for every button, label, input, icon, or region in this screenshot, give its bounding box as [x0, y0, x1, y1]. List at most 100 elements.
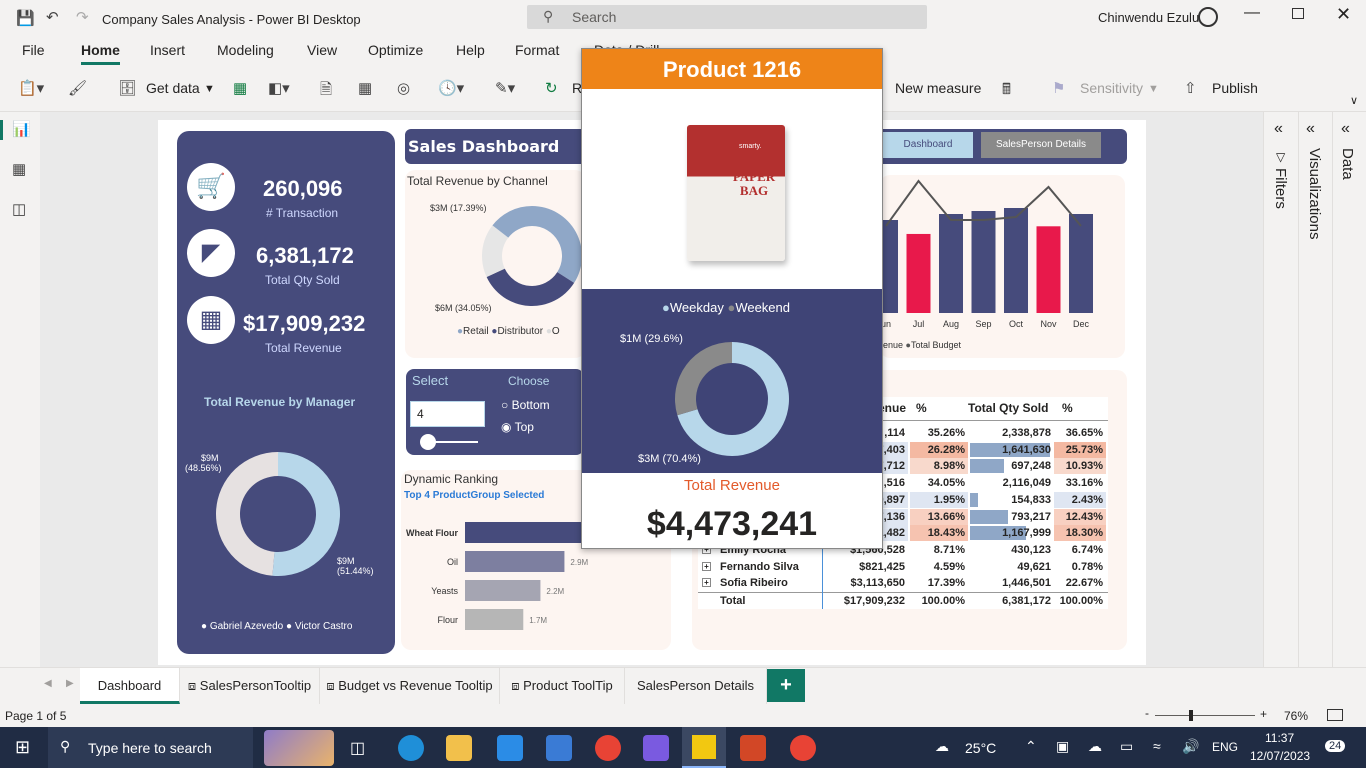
powerpoint-icon[interactable]: [740, 735, 766, 761]
slice-retail-2[interactable]: [492, 206, 532, 238]
weather-icon[interactable]: ☁: [935, 738, 949, 754]
quick-measure-icon[interactable]: 🖩: [1002, 81, 1012, 98]
chrome-icon[interactable]: [595, 735, 621, 761]
battery-icon[interactable]: ▭: [1120, 738, 1134, 754]
revenue-bar-jun[interactable]: [880, 220, 898, 313]
matrix-total-row[interactable]: Total $17,909,232 100.00% 6,381,172 100.00%: [698, 592, 1108, 608]
matrix-row[interactable]: ,516 34.05% 2,116,049 33.16%: [698, 475, 1108, 491]
add-page-button[interactable]: +: [767, 669, 805, 702]
powerbi-taskbar-button[interactable]: [682, 727, 726, 768]
matrix-row[interactable]: + Sofia Ribeiro $3,113,650 17.39% 1,446,501 2…: [698, 575, 1108, 591]
slice-weekday[interactable]: [677, 342, 789, 456]
matrix-row[interactable]: ,114 35.26% 2,338,878 36.65%: [698, 425, 1108, 441]
tab-view[interactable]: View: [307, 42, 338, 58]
revenue-bar-oct[interactable]: [1004, 208, 1028, 313]
slider-track[interactable]: [422, 441, 478, 443]
rank-bar[interactable]: [465, 609, 524, 630]
maximize-icon[interactable]: [1292, 8, 1304, 19]
viz-collapse-icon[interactable]: «: [1306, 120, 1315, 137]
chrome-profile-icon[interactable]: [790, 735, 816, 761]
copilot-icon[interactable]: [643, 735, 669, 761]
fit-to-page-icon[interactable]: [1327, 709, 1343, 721]
language-indicator[interactable]: ENG: [1212, 740, 1239, 754]
slice-victor-castro[interactable]: [272, 452, 341, 576]
database-icon[interactable]: 🗄: [118, 80, 138, 97]
store-icon[interactable]: [497, 735, 523, 761]
enter-data-icon[interactable]: ▦: [358, 80, 373, 97]
nav-salesperson-button[interactable]: SalesPerson Details: [981, 132, 1101, 158]
tab-home[interactable]: Home: [81, 42, 120, 65]
expand-icon[interactable]: +: [702, 561, 711, 571]
tab-scroll-right-icon[interactable]: ▶: [66, 678, 74, 689]
slice-distributor[interactable]: [486, 268, 575, 306]
revenue-bar-sep[interactable]: [971, 211, 996, 313]
model-view-icon[interactable]: ◫: [12, 201, 27, 218]
rank-bar[interactable]: [465, 580, 541, 601]
page-tab-budget-tooltip[interactable]: ⧈ Budget vs Revenue Tooltip: [320, 668, 500, 704]
zoom-slider-handle[interactable]: [1189, 710, 1193, 721]
publish-button[interactable]: Publish: [1212, 80, 1258, 96]
chevron-down-icon[interactable]: ▼: [204, 83, 215, 95]
get-data-button[interactable]: Get data: [146, 80, 200, 96]
revenue-bar-dec[interactable]: [1069, 214, 1093, 313]
refresh-icon[interactable]: ↻: [545, 80, 558, 97]
format-painter-icon[interactable]: 🖌: [68, 80, 88, 97]
windows-start-icon[interactable]: ⊞: [15, 737, 31, 757]
paste-icon[interactable]: 📋▾: [18, 80, 45, 97]
recent-sources-icon[interactable]: 🕓▾: [438, 80, 465, 97]
meet-icon[interactable]: ▣: [1056, 738, 1070, 754]
clock-date[interactable]: 12/07/2023: [1250, 749, 1311, 763]
sensitivity-icon[interactable]: ⚑: [1052, 80, 1066, 97]
onedrive-icon[interactable]: ☁: [1088, 738, 1102, 754]
sql-icon[interactable]: 🗎: [320, 81, 333, 98]
close-icon[interactable]: ✕: [1336, 4, 1352, 24]
expand-icon[interactable]: +: [702, 578, 711, 588]
excel-icon[interactable]: ▦: [233, 80, 248, 97]
slider-handle[interactable]: [420, 434, 436, 450]
topn-input[interactable]: 4: [410, 401, 485, 427]
clock-time[interactable]: 11:37: [1265, 731, 1295, 745]
data-pane-label[interactable]: Data: [1339, 148, 1356, 180]
save-icon[interactable]: 💾: [16, 10, 35, 27]
mail-icon[interactable]: [546, 735, 572, 761]
page-tab-dashboard[interactable]: Dashboard: [80, 668, 180, 704]
taskbar-search[interactable]: ⚲ Type here to search: [48, 727, 253, 768]
wifi-icon[interactable]: ≈: [1153, 738, 1161, 754]
revenue-bar-nov[interactable]: [1036, 226, 1061, 313]
data-hub-icon[interactable]: ◧▾: [268, 80, 290, 97]
page-tab-product-tooltip[interactable]: ⧈ Product ToolTip: [500, 668, 625, 704]
task-view-icon[interactable]: ◫: [350, 740, 366, 757]
sensitivity-button[interactable]: Sensitivity: [1080, 80, 1144, 96]
zoom-out-icon[interactable]: -: [1145, 706, 1149, 720]
slice-weekend[interactable]: [675, 342, 732, 416]
matrix-row[interactable]: + Fernando Silva $821,425 4.59% 49,621 0.78%: [698, 559, 1108, 575]
tab-optimize[interactable]: Optimize: [368, 42, 424, 58]
tab-scroll-left-icon[interactable]: ◀: [44, 678, 52, 689]
tray-chevron-icon[interactable]: ⌃: [1025, 738, 1037, 754]
slice-retail[interactable]: [532, 206, 582, 283]
redo-icon[interactable]: ↷: [76, 9, 89, 26]
tab-help[interactable]: Help: [456, 42, 485, 58]
new-measure-button[interactable]: New measure: [895, 80, 982, 96]
page-tab-salesperson-details[interactable]: SalesPerson Details: [625, 668, 767, 704]
undo-icon[interactable]: ↶: [46, 9, 59, 26]
notification-badge[interactable]: 24: [1325, 740, 1346, 752]
radio-bottom[interactable]: ○ Bottom: [501, 398, 550, 412]
dataverse-icon[interactable]: ◎: [397, 80, 411, 97]
filters-pane-label[interactable]: Filters: [1272, 168, 1289, 209]
collapse-ribbon-icon[interactable]: ∨: [1350, 95, 1359, 107]
transform-data-icon[interactable]: ✎▾: [495, 80, 516, 97]
volume-icon[interactable]: 🔊: [1182, 738, 1200, 754]
revenue-bar-jul[interactable]: [906, 233, 931, 313]
nav-dashboard-button[interactable]: Dashboard: [883, 132, 973, 158]
publish-icon[interactable]: ⇧: [1184, 80, 1197, 97]
tab-file[interactable]: File: [22, 42, 45, 58]
tab-modeling[interactable]: Modeling: [217, 42, 274, 58]
edge-icon[interactable]: [398, 735, 424, 761]
sensitivity-chevron-icon[interactable]: ▼: [1148, 83, 1159, 95]
minimize-icon[interactable]: —: [1244, 4, 1260, 21]
table-view-icon[interactable]: ▦: [12, 161, 27, 178]
search-box[interactable]: ⚲ Search: [527, 5, 927, 29]
data-collapse-icon[interactable]: «: [1341, 120, 1350, 137]
zoom-in-icon[interactable]: +: [1260, 707, 1268, 721]
